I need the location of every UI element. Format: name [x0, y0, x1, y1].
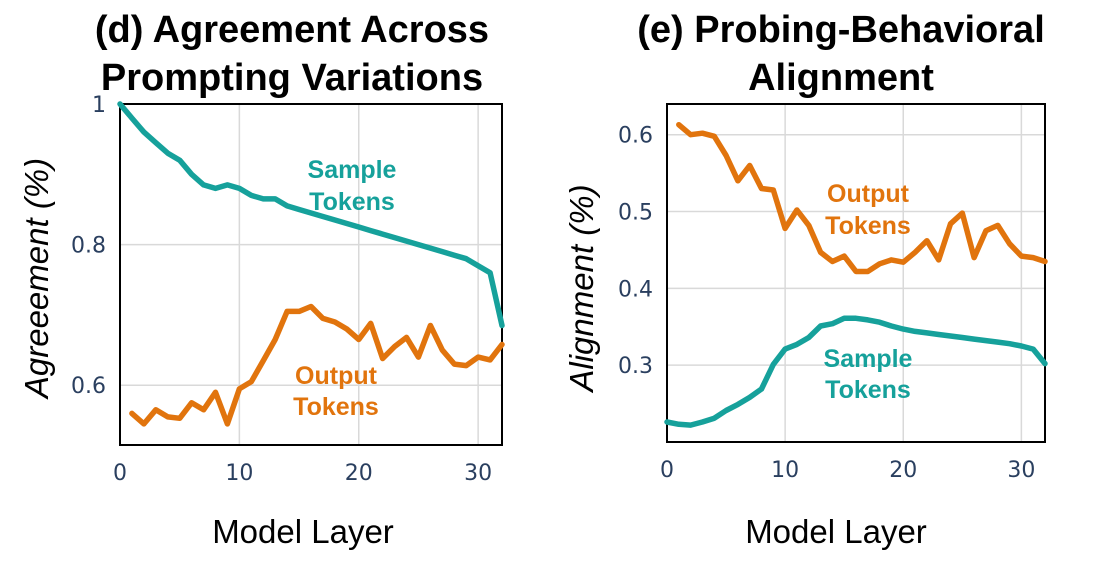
y-tick-label: 0.4	[618, 277, 653, 302]
chart-title-line-1: (e) Probing-Behavioral	[637, 9, 1045, 51]
series-label-sample-tokens-line-2: Tokens	[825, 376, 911, 404]
series-line	[129, 303, 505, 427]
y-tick-label: 0.6	[618, 124, 653, 149]
y-tick-label: 0.3	[618, 354, 653, 379]
x-tick-label: 10	[771, 458, 799, 483]
tick-labels: 0 10 20 30 0.6 0.8 1	[71, 93, 492, 486]
x-tick-label: 30	[1007, 458, 1035, 483]
series-label-output-tokens-line-1: Output	[827, 180, 910, 208]
x-axis-title: Model Layer	[745, 513, 927, 550]
plot-frame	[666, 103, 1046, 443]
series-label-output-tokens-line-1: Output	[295, 362, 378, 390]
series-label-output-tokens-line-2: Tokens	[293, 393, 379, 421]
x-tick-label: 20	[345, 461, 373, 486]
agreement-chart: (d) Agreement Across Prompting Variation…	[18, 9, 505, 550]
series-lines	[117, 101, 505, 427]
alignment-chart: (e) Probing-Behavioral Alignment 0 10 20 30…	[563, 9, 1048, 550]
chart-title-line-2: Alignment	[748, 57, 934, 99]
tick-labels: 0 10 20 30 0.3 0.4 0.5 0.6	[618, 124, 1035, 483]
x-tick-label: 0	[660, 458, 674, 483]
series-label-output-tokens-line-2: Tokens	[825, 212, 911, 240]
x-tick-label: 0	[113, 461, 127, 486]
series-line	[117, 101, 505, 329]
y-tick-label: 0.8	[71, 234, 106, 259]
y-tick-label: 1	[92, 93, 106, 118]
series-label-sample-tokens-line-1: Sample	[824, 345, 913, 373]
x-tick-label: 20	[889, 458, 917, 483]
series-label-sample-tokens-line-2: Tokens	[309, 188, 395, 216]
series-line	[664, 315, 1048, 428]
series-line	[676, 121, 1048, 275]
chart-title-line-2: Prompting Variations	[101, 57, 483, 99]
y-tick-label: 0.5	[618, 201, 653, 226]
series-label-sample-tokens-line-1: Sample	[308, 156, 397, 184]
x-axis-title: Model Layer	[212, 513, 394, 550]
y-tick-label: 0.6	[71, 374, 106, 399]
plot-frame	[119, 103, 503, 446]
x-tick-label: 10	[225, 461, 253, 486]
chart-title-line-1: (d) Agreement Across	[95, 9, 489, 51]
series-lines	[664, 121, 1048, 428]
y-axis-title: Alignment (%)	[563, 184, 600, 393]
y-axis-title: Agreeement (%)	[18, 158, 55, 400]
x-tick-label: 30	[464, 461, 492, 486]
